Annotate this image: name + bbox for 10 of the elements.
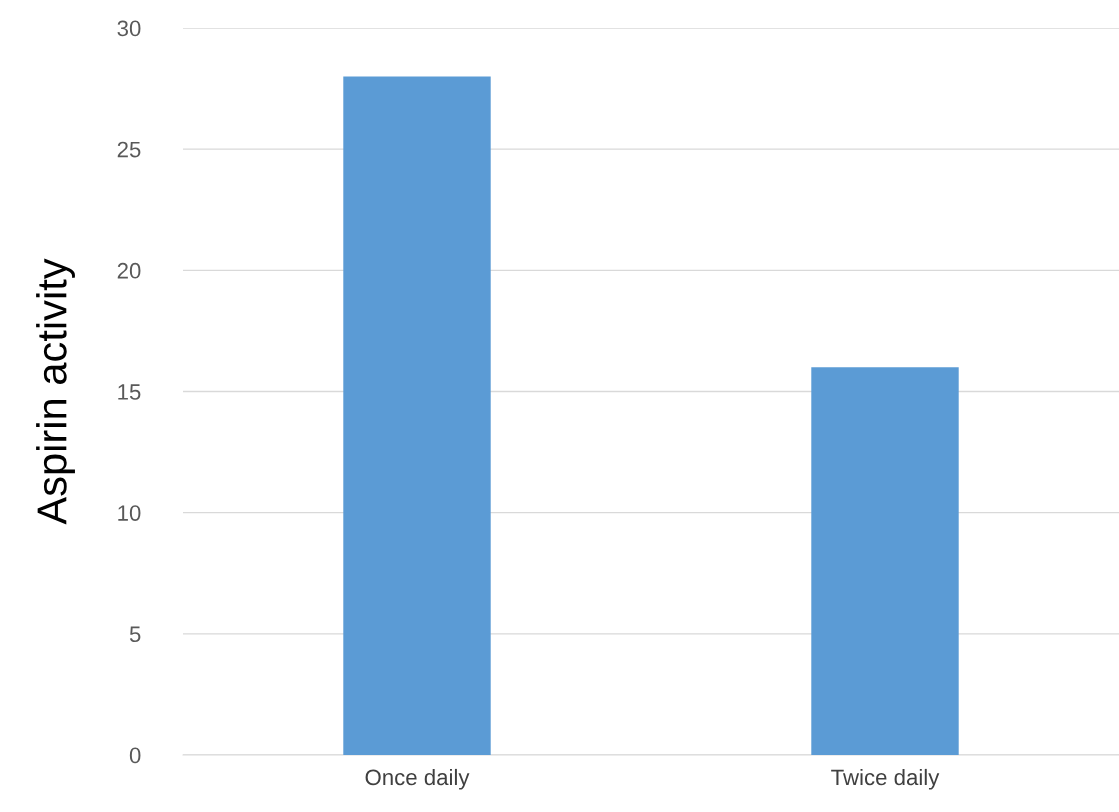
y-tick-label: 25 (117, 141, 141, 158)
y-tick-label: 10 (118, 505, 141, 521)
y-tick-label: 20 (117, 262, 141, 279)
y-tick-label: 0 (129, 747, 141, 764)
y-tick-label: 30 (117, 20, 141, 37)
y-axis-title: Aspirin activity (36, 258, 75, 525)
x-tick-label: Twice daily (831, 768, 940, 790)
y-tick-label: 15 (118, 384, 141, 400)
y-tick-label: 5 (129, 626, 141, 643)
x-tick-label: Once daily (365, 768, 470, 790)
